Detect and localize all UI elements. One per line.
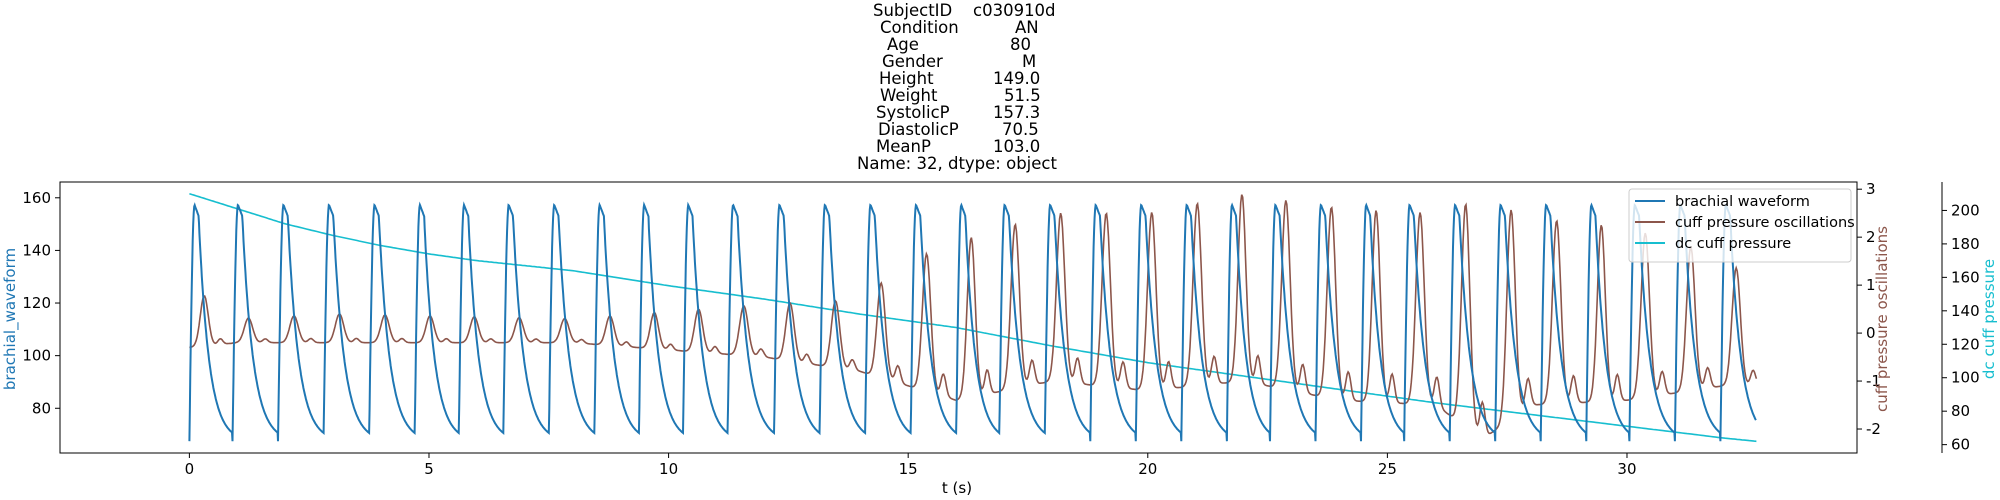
title-key-subjectid: SubjectID (873, 1, 953, 20)
plot-area-border (59, 181, 1858, 454)
oscillations-tick-label: -1 (1866, 372, 1881, 390)
axes-frame (59, 181, 1943, 454)
title-value-age: 80 (1010, 35, 1031, 54)
title-value-meanp: 103.0 (993, 137, 1041, 156)
title-value-weight: 51.5 (1004, 86, 1041, 105)
title-key-gender: Gender (882, 52, 943, 71)
oscillations-tick-label: 3 (1866, 180, 1876, 198)
left-tick-label: 80 (32, 399, 51, 417)
legend-label: dc cuff pressure (1675, 236, 1791, 252)
title-value-diastolicp: 70.5 (1002, 120, 1039, 139)
dc-cuff-tick-label: 100 (1951, 369, 1980, 387)
dc-cuff-tick-label: 180 (1951, 235, 1980, 253)
dc-cuff-tick-label: 80 (1951, 402, 1970, 420)
oscillations-tick-label: 1 (1866, 276, 1876, 294)
legend-label: cuff pressure oscillations (1675, 215, 1855, 231)
x-tick-label: 20 (1138, 460, 1157, 478)
y-axis-label-dc-cuff: dc cuff pressure (1980, 259, 1998, 379)
x-tick-label: 15 (899, 460, 918, 478)
title-key-condition: Condition (880, 18, 959, 37)
title-value-gender: M (1022, 52, 1037, 71)
title-value-condition: AN (1015, 18, 1039, 37)
dc-cuff-tick-label: 60 (1951, 436, 1970, 454)
legend: brachial waveform cuff pressure oscillati… (1628, 188, 1855, 263)
ticks-layer: 0 5 10 15 20 25 30 80 100 120 140 160 -2 -1 0 1 2 3 60 80 10… (22, 180, 1979, 478)
title-key-height: Height (879, 69, 934, 88)
left-tick-label: 100 (22, 347, 51, 365)
x-tick-label: 5 (424, 460, 434, 478)
legend-label: brachial waveform (1675, 194, 1810, 210)
title-footer: Name: 32, dtype: object (857, 154, 1057, 173)
title-key-diastolicp: DiastolicP (878, 120, 959, 139)
y-axis-label-left: brachial_waveform (1, 248, 20, 390)
oscillations-tick-label: 0 (1866, 324, 1876, 342)
title-key-weight: Weight (880, 86, 938, 105)
x-axis-label: t (s) (942, 479, 972, 497)
title-value-systolicp: 157.3 (993, 103, 1041, 122)
legend-box (1628, 188, 1852, 263)
dc-cuff-tick-label: 120 (1951, 335, 1980, 353)
series-layer (188, 192, 1758, 443)
left-tick-label: 140 (22, 241, 51, 259)
dc-cuff-tick-label: 160 (1951, 268, 1980, 286)
series-brachial-waveform (188, 201, 1757, 442)
oscillations-tick-label: -2 (1866, 420, 1881, 438)
title-value-subjectid: c030910d (973, 1, 1056, 20)
title-key-age: Age (887, 35, 919, 54)
left-tick-label: 120 (22, 294, 51, 312)
title-key-meanp: MeanP (876, 137, 931, 156)
x-tick-label: 0 (185, 460, 195, 478)
left-tick-label: 160 (22, 189, 51, 207)
dc-cuff-tick-label: 200 (1951, 201, 1980, 219)
oscillations-tick-label: 2 (1866, 228, 1876, 246)
x-tick-label: 10 (659, 460, 678, 478)
x-tick-label: 30 (1617, 460, 1636, 478)
x-tick-label: 25 (1378, 460, 1397, 478)
title-value-height: 149.0 (993, 69, 1041, 88)
dc-cuff-tick-label: 140 (1951, 302, 1980, 320)
figure-title: SubjectID c030910d Condition AN Age 80 G… (0, 0, 2000, 180)
y-axis-label-oscillations: cuff pressure oscillations (1873, 226, 1891, 412)
title-key-systolicp: SystolicP (876, 103, 950, 122)
